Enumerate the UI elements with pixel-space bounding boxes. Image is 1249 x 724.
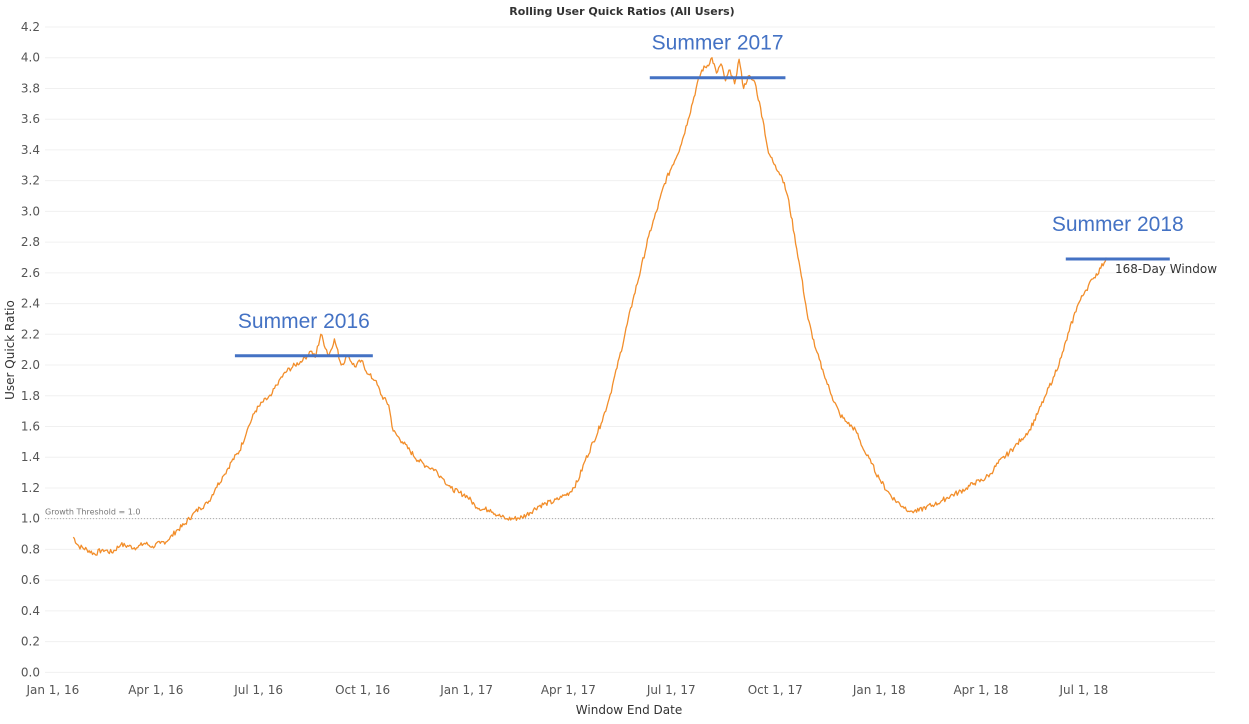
threshold-label: Growth Threshold = 1.0 bbox=[45, 508, 140, 517]
y-tick-label: 0.6 bbox=[21, 573, 40, 587]
annotation-label: Summer 2018 bbox=[1052, 213, 1184, 236]
y-tick-label: 2.0 bbox=[21, 358, 40, 372]
y-tick-label: 0.0 bbox=[21, 665, 40, 679]
x-tick-label: Jul 1, 17 bbox=[646, 683, 696, 697]
y-tick-label: 1.4 bbox=[21, 450, 40, 464]
y-tick-label: 2.2 bbox=[21, 327, 40, 341]
annotation-label: Summer 2017 bbox=[652, 32, 784, 55]
y-tick-label: 3.6 bbox=[21, 112, 40, 126]
y-tick-label: 2.8 bbox=[21, 235, 40, 249]
series-group bbox=[72, 57, 1108, 556]
y-tick-label: 2.6 bbox=[21, 266, 40, 280]
window-label: 168-Day Window bbox=[1115, 262, 1217, 276]
y-tick-label: 0.4 bbox=[21, 604, 40, 618]
x-tick-label: Oct 1, 16 bbox=[335, 683, 390, 697]
y-axis-title: User Quick Ratio bbox=[3, 300, 17, 400]
y-tick-label: 3.4 bbox=[21, 143, 40, 157]
y-tick-label: 4.0 bbox=[21, 51, 40, 65]
x-tick-label: Jul 1, 16 bbox=[233, 683, 283, 697]
y-tick-label: 2.4 bbox=[21, 297, 40, 311]
x-tick-label: Oct 1, 17 bbox=[748, 683, 803, 697]
x-tick-label: Apr 1, 17 bbox=[541, 683, 596, 697]
y-tick-label: 1.0 bbox=[21, 512, 40, 526]
x-axis-title: Window End Date bbox=[576, 703, 682, 717]
x-tick-label: Jan 1, 17 bbox=[439, 683, 493, 697]
x-tick-label: Apr 1, 16 bbox=[128, 683, 183, 697]
x-tick-label: Jan 1, 18 bbox=[852, 683, 906, 697]
chart-title: Rolling User Quick Ratios (All Users) bbox=[509, 5, 734, 18]
x-tick-label: Jan 1, 16 bbox=[25, 683, 79, 697]
y-tick-label: 3.0 bbox=[21, 204, 40, 218]
x-tick-label: Jul 1, 18 bbox=[1058, 683, 1108, 697]
reference-line-group: Growth Threshold = 1.0 bbox=[45, 508, 1215, 520]
y-tick-label: 3.2 bbox=[21, 174, 40, 188]
annotation-label: Summer 2016 bbox=[238, 310, 370, 333]
x-axis: Jan 1, 16 Apr 1, 16 Jul 1, 16 Oct 1, 16 Jan … bbox=[25, 683, 1108, 697]
y-tick-label: 4.2 bbox=[21, 20, 40, 34]
annotations: Summer 2016 Summer 2017 Summer 2018 bbox=[234, 32, 1184, 358]
x-tick-label: Apr 1, 18 bbox=[953, 683, 1008, 697]
y-tick-label: 1.2 bbox=[21, 481, 40, 495]
y-axis: 0.0 0.2 0.4 0.6 0.8 1.0 1.2 1.4 1.6 1.8 2.0 2.2 2.4 2… bbox=[21, 20, 40, 679]
grid bbox=[45, 26, 1215, 673]
series-line bbox=[72, 57, 1108, 556]
y-tick-label: 3.8 bbox=[21, 81, 40, 95]
y-tick-label: 1.6 bbox=[21, 419, 40, 433]
y-tick-label: 0.2 bbox=[21, 635, 40, 649]
y-tick-label: 1.8 bbox=[21, 389, 40, 403]
y-tick-label: 0.8 bbox=[21, 542, 40, 556]
